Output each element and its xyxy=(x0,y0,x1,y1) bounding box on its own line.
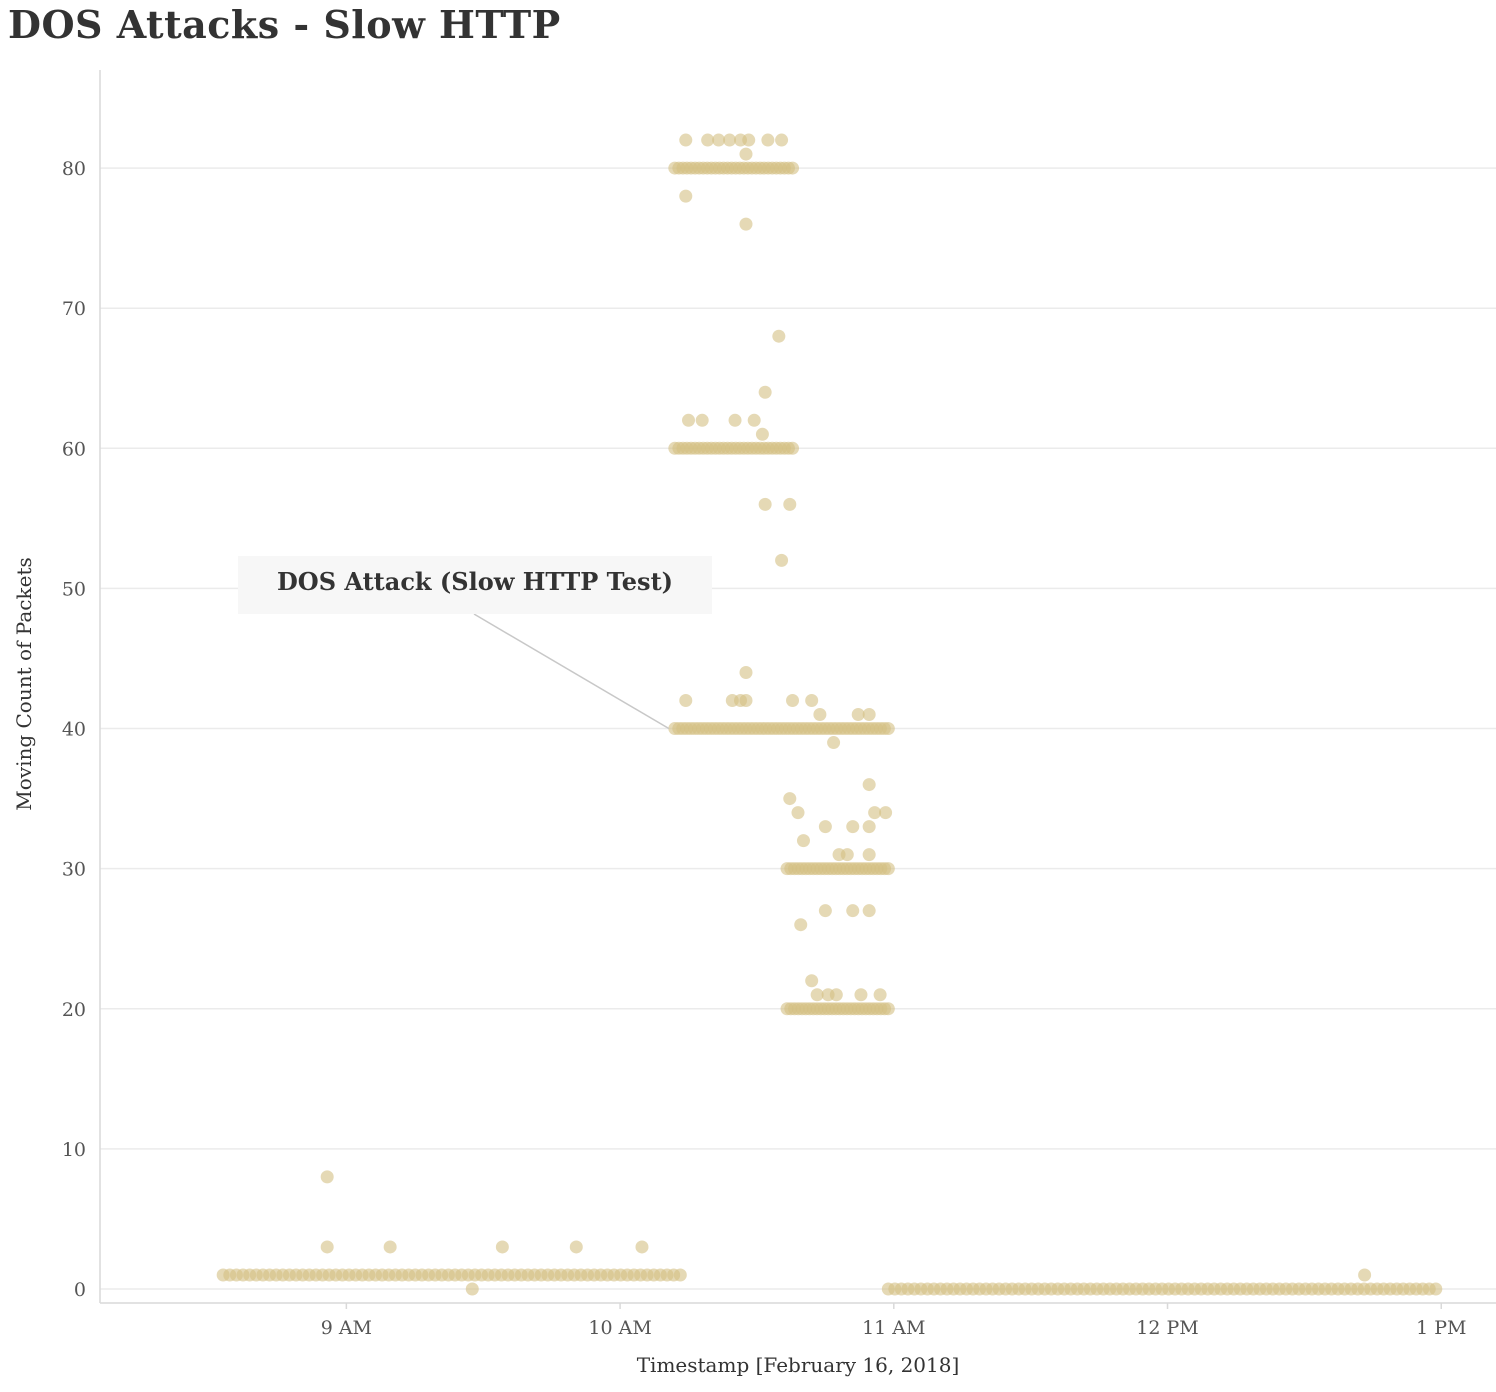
data-point xyxy=(1358,1268,1372,1282)
data-point xyxy=(758,497,772,511)
data-point xyxy=(881,722,895,736)
data-point xyxy=(682,413,696,427)
data-point xyxy=(569,1240,583,1254)
data-point xyxy=(873,988,887,1002)
x-axis-ticks: 9 AM 10 AM 11 AM 12 PM 1 PM xyxy=(321,1303,1466,1339)
data-point xyxy=(775,133,789,147)
y-axis-ticks: 0 10 20 30 40 50 60 70 80 xyxy=(62,158,86,1301)
data-point xyxy=(829,988,843,1002)
data-point xyxy=(827,736,841,750)
data-point xyxy=(739,147,753,161)
data-point xyxy=(320,1170,334,1184)
data-point xyxy=(851,708,865,722)
data-point xyxy=(739,694,753,708)
data-point xyxy=(758,385,772,399)
data-point xyxy=(723,133,737,147)
data-point xyxy=(761,133,775,147)
data-point xyxy=(465,1282,479,1296)
data-point xyxy=(868,806,882,820)
data-point xyxy=(862,820,876,834)
y-tick-label: 10 xyxy=(62,1139,86,1161)
data-point xyxy=(879,806,893,820)
data-point xyxy=(786,694,800,708)
data-point xyxy=(775,553,789,567)
data-point xyxy=(862,904,876,918)
data-point xyxy=(679,133,693,147)
data-point xyxy=(739,217,753,231)
annotation-box xyxy=(238,556,712,614)
data-point xyxy=(846,904,860,918)
data-point xyxy=(495,1240,509,1254)
data-point xyxy=(862,848,876,862)
data-point xyxy=(786,441,800,455)
data-point xyxy=(695,413,709,427)
x-tick-label: 10 AM xyxy=(588,1317,651,1339)
data-point xyxy=(1429,1282,1443,1296)
data-point xyxy=(854,988,868,1002)
x-axis-title: Timestamp [February 16, 2018] xyxy=(637,1353,960,1377)
data-point xyxy=(739,665,753,679)
y-tick-label: 30 xyxy=(62,859,86,881)
data-point xyxy=(794,918,808,932)
y-tick-label: 70 xyxy=(62,298,86,320)
data-point xyxy=(772,329,786,343)
data-point xyxy=(818,820,832,834)
y-tick-label: 60 xyxy=(62,438,86,460)
data-point xyxy=(755,427,769,441)
data-point xyxy=(862,708,876,722)
data-points xyxy=(216,133,1443,1296)
annotation-leader-line xyxy=(473,613,670,730)
data-point xyxy=(679,694,693,708)
data-point xyxy=(742,133,756,147)
y-tick-label: 80 xyxy=(62,158,86,180)
y-tick-label: 20 xyxy=(62,999,86,1021)
data-point xyxy=(840,848,854,862)
data-point xyxy=(881,1002,895,1016)
annotation-text: DOS Attack (Slow HTTP Test) xyxy=(277,567,673,596)
x-tick-label: 11 AM xyxy=(862,1317,925,1339)
data-point xyxy=(846,820,860,834)
data-point xyxy=(810,988,824,1002)
data-point xyxy=(813,708,827,722)
data-point xyxy=(701,133,715,147)
chart-title: DOS Attacks - Slow HTTP xyxy=(8,2,561,47)
data-point xyxy=(786,161,800,175)
data-point xyxy=(818,904,832,918)
y-tick-label: 50 xyxy=(62,578,86,600)
x-tick-label: 9 AM xyxy=(321,1317,372,1339)
data-point xyxy=(783,792,797,806)
data-point xyxy=(712,133,726,147)
y-tick-label: 0 xyxy=(74,1279,86,1301)
data-point xyxy=(747,413,761,427)
annotation: DOS Attack (Slow HTTP Test) xyxy=(238,556,712,730)
data-point xyxy=(805,974,819,988)
x-tick-label: 12 PM xyxy=(1136,1317,1198,1339)
data-point xyxy=(805,694,819,708)
data-point xyxy=(383,1240,397,1254)
data-point xyxy=(673,1268,687,1282)
x-tick-label: 1 PM xyxy=(1416,1317,1466,1339)
data-point xyxy=(635,1240,649,1254)
y-tick-label: 40 xyxy=(62,719,86,741)
data-point xyxy=(796,834,810,848)
data-point xyxy=(862,778,876,792)
data-point xyxy=(791,806,805,820)
data-point xyxy=(320,1240,334,1254)
data-point xyxy=(728,413,742,427)
data-point xyxy=(679,189,693,203)
data-point xyxy=(783,497,797,511)
y-axis-title: Moving Count of Packets xyxy=(12,557,36,811)
data-point xyxy=(881,862,895,876)
